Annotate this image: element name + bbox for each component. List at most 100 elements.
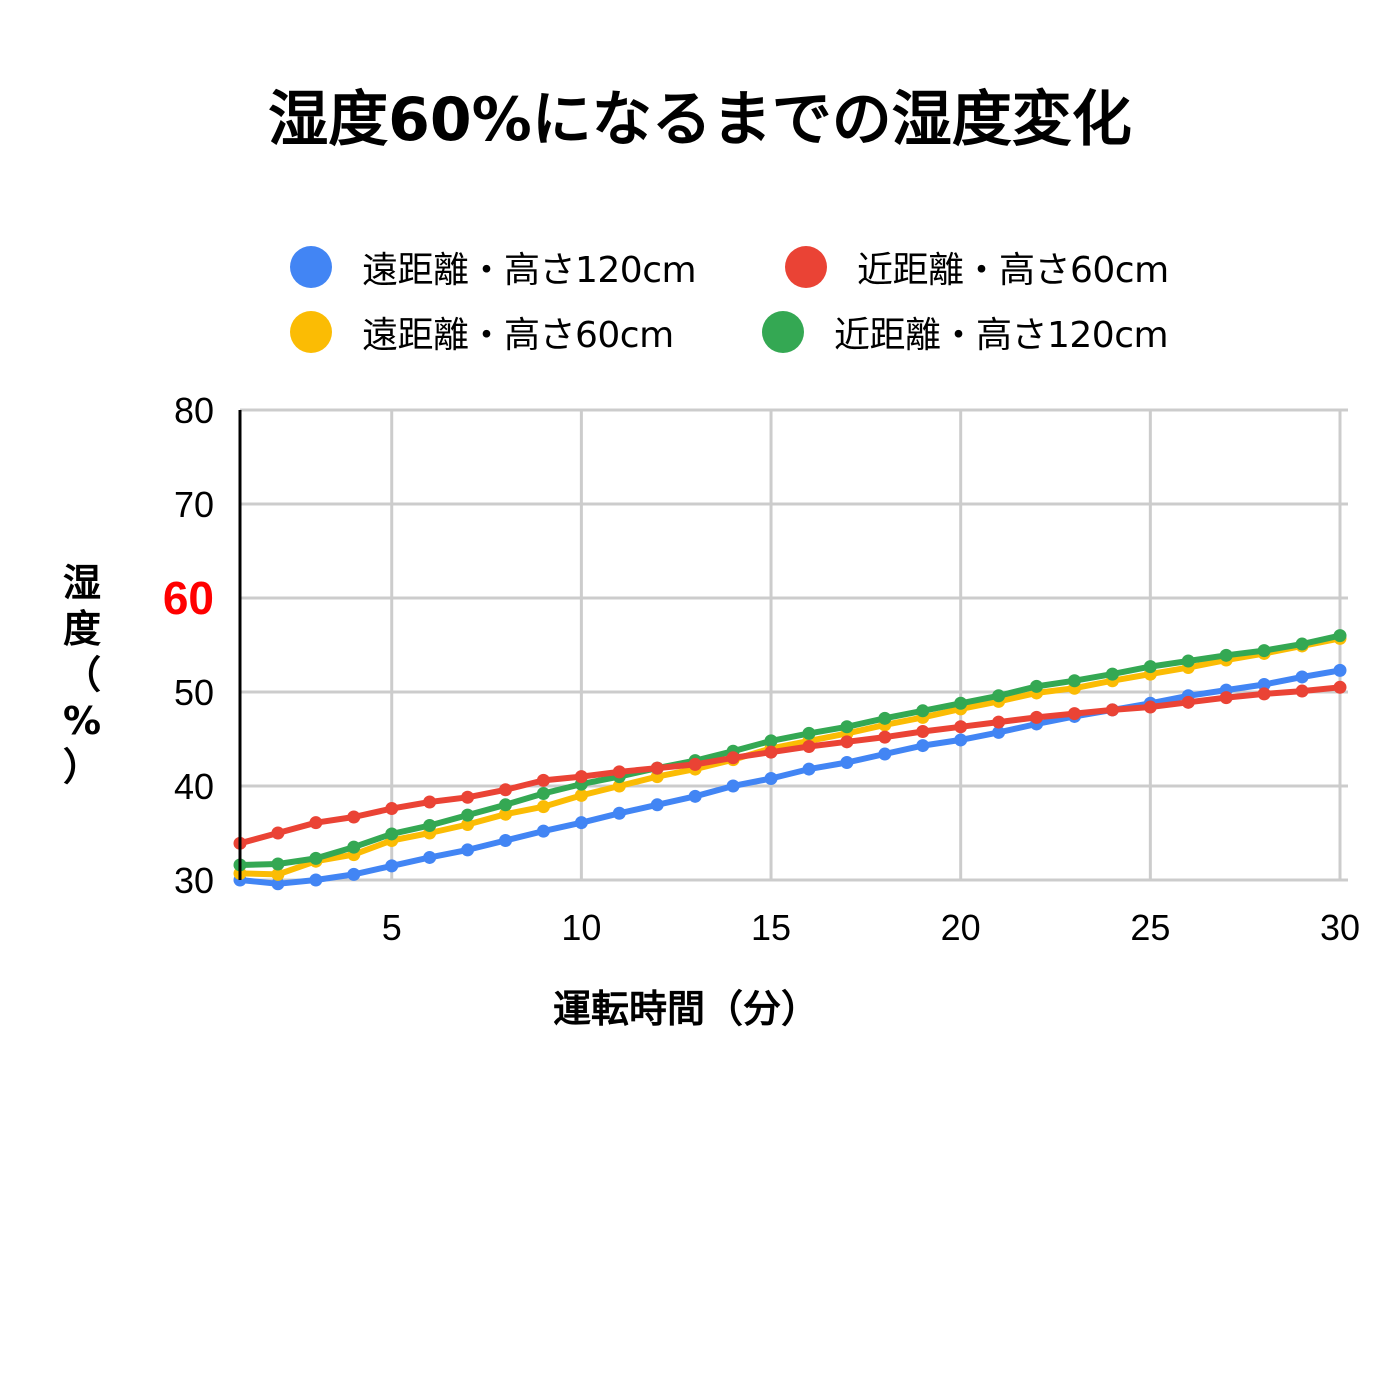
data-point [1257, 677, 1271, 691]
data-point [309, 816, 323, 830]
data-point [499, 783, 513, 797]
y-tick-label-highlight: 60 [163, 572, 214, 624]
data-point [1219, 648, 1233, 662]
data-point [1030, 679, 1044, 693]
data-point [499, 798, 513, 812]
data-point [1257, 644, 1271, 658]
y-axis-label-char: 湿 [62, 561, 101, 605]
data-point [536, 824, 550, 838]
data-point [1143, 660, 1157, 674]
data-point [878, 730, 892, 744]
grid [240, 408, 1348, 882]
data-point [1067, 707, 1081, 721]
data-point [536, 773, 550, 787]
data-point [612, 765, 626, 779]
data-point [385, 859, 399, 873]
data-point [612, 779, 626, 793]
data-point [461, 818, 475, 832]
data-point [423, 850, 437, 864]
y-axis-label-char: 度 [62, 607, 101, 651]
x-tick-label: 10 [561, 907, 601, 948]
data-point [309, 873, 323, 887]
data-point [574, 816, 588, 830]
y-tick-label: 80 [174, 390, 214, 431]
data-point [461, 843, 475, 857]
tick-labels: 30 40 50 60 70 80 5 10 15 20 25 30 [163, 390, 1360, 948]
data-point [726, 779, 740, 793]
data-point [1295, 670, 1309, 684]
data-point [271, 857, 285, 871]
data-point [271, 826, 285, 840]
data-point [1105, 703, 1119, 717]
data-point [385, 827, 399, 841]
data-point [461, 790, 475, 804]
y-axis-label: 湿 度 （ % ） [52, 560, 112, 790]
data-point [1067, 674, 1081, 688]
data-point [650, 798, 664, 812]
data-point [764, 745, 778, 759]
data-point [1181, 695, 1195, 709]
data-point [1181, 654, 1195, 668]
data-point [1257, 687, 1271, 701]
y-tick-label: 30 [174, 860, 214, 901]
data-point [1333, 663, 1347, 677]
data-point [423, 795, 437, 809]
data-point [347, 840, 361, 854]
data-point [764, 771, 778, 785]
data-point [688, 789, 702, 803]
data-point [423, 818, 437, 832]
data-point [271, 877, 285, 891]
data-point [992, 689, 1006, 703]
data-point [878, 747, 892, 761]
data-point [954, 733, 968, 747]
data-point [499, 834, 513, 848]
data-point [726, 751, 740, 765]
series-group [233, 629, 1347, 891]
x-tick-label: 15 [751, 907, 791, 948]
x-tick-label: 25 [1130, 907, 1170, 948]
data-point [309, 851, 323, 865]
data-point [1219, 691, 1233, 705]
y-tick-label: 40 [174, 766, 214, 807]
y-axis-label-char: ） [62, 745, 101, 789]
data-point [536, 787, 550, 801]
data-point [461, 808, 475, 822]
data-point [840, 756, 854, 769]
data-point [802, 726, 816, 740]
data-point [1333, 629, 1347, 643]
data-point [536, 800, 550, 814]
data-point [499, 807, 513, 821]
data-point [802, 762, 816, 776]
data-point [878, 711, 892, 725]
data-point [650, 761, 664, 775]
data-point [1295, 637, 1309, 651]
data-point [1143, 700, 1157, 714]
data-point [347, 810, 361, 824]
data-point [954, 720, 968, 734]
data-point [574, 788, 588, 802]
y-axis-label-char: （ [62, 653, 101, 697]
data-point [688, 757, 702, 771]
data-point [954, 696, 968, 710]
series-line [237, 635, 1343, 878]
x-tick-label: 5 [382, 907, 402, 948]
data-point [992, 715, 1006, 729]
data-point [916, 739, 930, 753]
y-tick-label: 50 [174, 672, 214, 713]
data-point [916, 724, 930, 738]
data-point [271, 867, 285, 881]
data-point [385, 802, 399, 816]
data-point [1030, 710, 1044, 724]
data-point [840, 720, 854, 734]
y-tick-label: 70 [174, 484, 214, 525]
data-point [1295, 684, 1309, 698]
x-tick-label: 30 [1320, 907, 1360, 948]
data-point [764, 734, 778, 748]
data-point [1333, 680, 1347, 694]
data-point [574, 770, 588, 784]
y-axis-label-char: % [62, 699, 102, 743]
data-point [347, 867, 361, 881]
x-axis-label: 運転時間（分） [552, 987, 819, 1031]
data-point [612, 806, 626, 820]
